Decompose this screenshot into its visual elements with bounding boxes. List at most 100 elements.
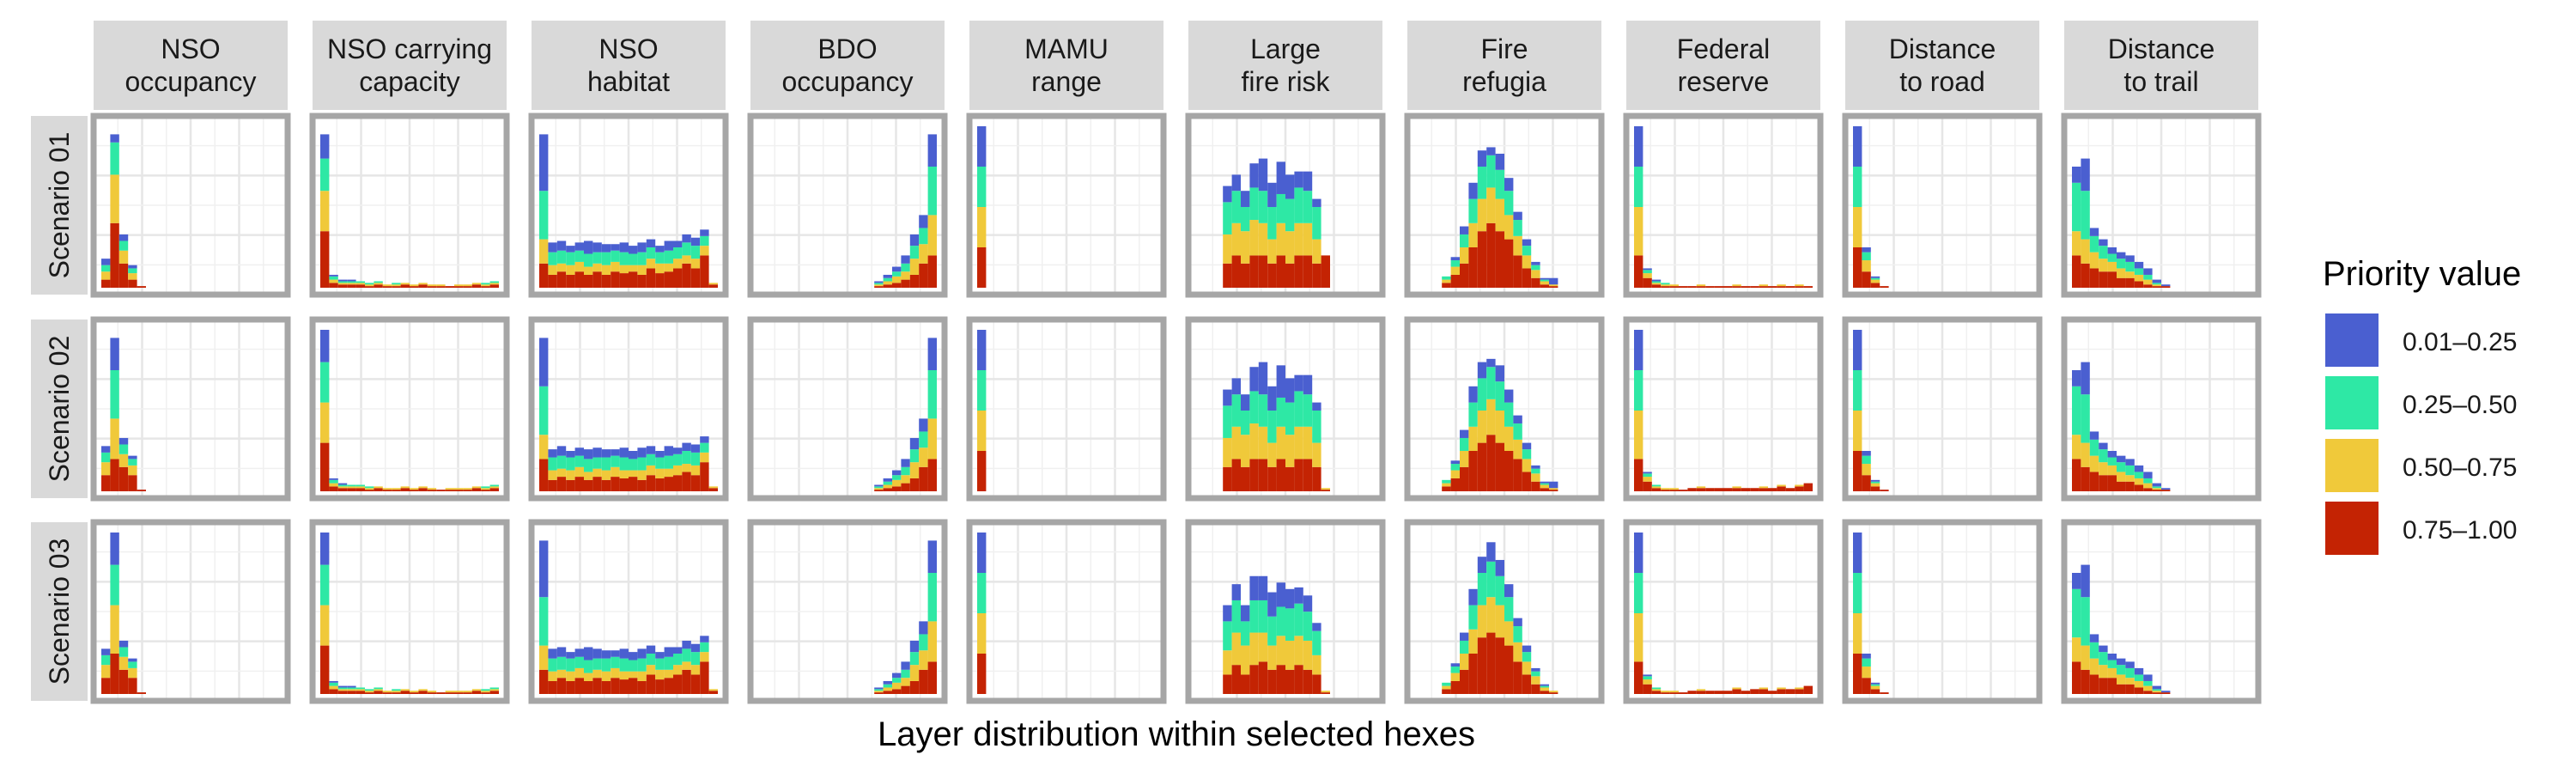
histogram-bar-segment (481, 286, 490, 288)
histogram-bar-segment (454, 286, 464, 288)
histogram-bar-segment (1522, 239, 1532, 247)
histogram-bar-segment (1540, 279, 1549, 282)
histogram-bar-segment (1696, 284, 1706, 287)
histogram-bar-segment (2099, 475, 2108, 491)
histogram-bar-segment (927, 134, 937, 167)
histogram-bar-segment (1312, 466, 1321, 491)
histogram-bar-segment (1460, 640, 1469, 654)
histogram-bar-segment (410, 286, 419, 288)
histogram-bar-segment (1241, 411, 1250, 435)
histogram-bar-segment (664, 477, 673, 491)
histogram-bar-segment (418, 689, 428, 691)
histogram-bar-segment (1669, 286, 1679, 288)
histogram-bar-segment (539, 134, 549, 192)
histogram-bar-segment (977, 207, 987, 247)
histogram-bar-segment (539, 645, 549, 670)
histogram-bar-segment (1477, 362, 1487, 379)
histogram-bar-segment (1669, 490, 1679, 491)
strip-background (750, 21, 945, 110)
histogram-bar-segment (1531, 265, 1540, 271)
histogram-bar-segment (629, 678, 638, 694)
histogram-bar-segment (1223, 674, 1232, 694)
panel-border (309, 113, 510, 298)
histogram-bar-segment (1643, 472, 1652, 474)
histogram-bar-segment (909, 234, 920, 247)
histogram-bar-segment (1531, 481, 1540, 491)
histogram-bar-segment (655, 468, 665, 478)
histogram-bar-segment (584, 680, 593, 694)
histogram-bar-segment (1468, 386, 1478, 403)
histogram-bar-segment (1732, 284, 1741, 287)
histogram-bar-segment (892, 689, 902, 694)
histogram-bar-segment (2107, 451, 2117, 458)
histogram-bar-segment (1795, 484, 1804, 487)
histogram-bar-segment (110, 533, 119, 565)
facet-panel (1623, 316, 1824, 502)
histogram-bar-segment (1759, 286, 1768, 288)
histogram-bar-segment (566, 265, 575, 275)
histogram-bar-segment (556, 263, 567, 272)
histogram-bar-segment (574, 271, 584, 288)
panel-grid (969, 116, 1163, 295)
histogram-bar-segment (1468, 402, 1478, 427)
histogram-bar-segment (646, 268, 656, 288)
histogram-bar-segment (1442, 479, 1451, 484)
histogram-bar-segment (355, 281, 365, 283)
histogram-bar-segment (548, 648, 557, 659)
histogram-bar-segment (471, 283, 482, 285)
facet-panel (528, 113, 729, 298)
histogram-bar-segment (700, 255, 709, 288)
histogram-bar-segment (611, 261, 620, 272)
histogram-bar-segment (427, 490, 437, 491)
panel-grid (1845, 116, 2039, 295)
histogram-bar-segment (1258, 575, 1268, 600)
histogram-bar-segment (1870, 481, 1880, 484)
histogram-bar-segment (320, 645, 330, 694)
facet-panel (966, 316, 1167, 502)
histogram-bar-segment (566, 451, 575, 458)
histogram-bar-segment (629, 470, 638, 478)
histogram-bar-segment (1486, 155, 1496, 188)
histogram-bar-segment (574, 261, 584, 272)
histogram-bar-segment (1777, 486, 1786, 491)
histogram-bar-segment (592, 477, 602, 491)
histogram-bar-segment (1531, 676, 1540, 685)
column-strip-label: Federal (1677, 33, 1771, 64)
histogram-bar-segment (901, 466, 910, 476)
histogram-bar-segment (646, 645, 656, 654)
histogram-bar-segment (1258, 255, 1268, 288)
histogram-bar-segment (329, 479, 338, 484)
histogram-bar-segment (646, 259, 656, 269)
histogram-bar-segment (2072, 573, 2081, 589)
histogram-bar-segment (1549, 691, 1558, 693)
facet-panel (966, 519, 1167, 704)
histogram-bar-segment (1450, 274, 1460, 288)
histogram-bar-segment (1777, 689, 1786, 694)
histogram-bar-segment (619, 671, 629, 680)
histogram-bar-segment (1669, 692, 1679, 694)
histogram-bar-segment (1513, 642, 1522, 662)
histogram-bar-segment (584, 479, 593, 491)
histogram-bar-segment (1795, 687, 1804, 690)
histogram-bar-segment (1750, 488, 1759, 491)
histogram-bar-segment (2143, 483, 2153, 489)
histogram-bar-segment (1531, 684, 1540, 694)
histogram-bar-segment (574, 466, 584, 478)
histogram-bar-segment (1540, 685, 1549, 688)
histogram-bar-segment (329, 483, 338, 487)
histogram-bar-segment (1249, 220, 1259, 256)
histogram-bar-segment (1853, 167, 1862, 207)
histogram-bar-segment (1312, 207, 1321, 240)
histogram-bar-segment (655, 457, 665, 469)
histogram-bar-segment (1312, 198, 1321, 207)
histogram-bar-segment (2107, 465, 2117, 476)
facet-panel (90, 113, 291, 298)
histogram-bar-segment (128, 465, 137, 476)
histogram-bar-segment (101, 452, 111, 463)
histogram-bar-segment (1477, 231, 1487, 288)
histogram-bar-segment (410, 488, 419, 490)
histogram-bar-segment (1651, 279, 1662, 282)
panel-border (747, 316, 948, 502)
histogram-bar-segment (1460, 654, 1469, 670)
